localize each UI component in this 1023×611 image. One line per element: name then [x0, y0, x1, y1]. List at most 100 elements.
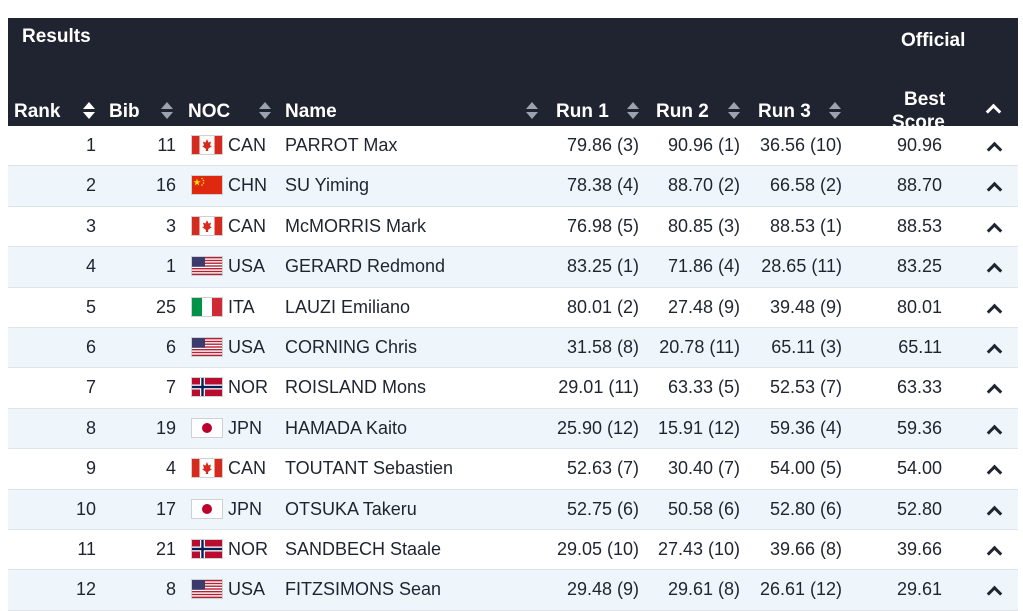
best-score-cell: 88.53 [896, 215, 942, 236]
athlete-name-cell[interactable]: ROISLAND Mons [285, 377, 427, 398]
table-body: 1 11 CAN PARROT Max 79.86 (3) 90.96 (1) … [8, 126, 1018, 611]
sort-name-icon[interactable] [525, 101, 539, 121]
rank-cell: 1 [85, 135, 96, 155]
run2-cell: 71.86 (4) [667, 256, 740, 277]
run3-cell: 28.65 (11) [761, 256, 842, 277]
rank-cell: 10 [75, 498, 96, 519]
athlete-name-cell[interactable]: TOUTANT Sebastien [285, 458, 454, 479]
bib-cell: 17 [155, 498, 176, 519]
expand-row-chevron-up-icon[interactable] [984, 217, 1004, 239]
bib-cell: 11 [157, 135, 176, 155]
best-score-cell: 59.36 [896, 417, 942, 438]
best-score-cell: 63.33 [896, 377, 942, 398]
expand-row-chevron-up-icon[interactable] [984, 298, 1004, 319]
rank-cell: 2 [85, 175, 96, 196]
run1-cell: 52.63 (7) [566, 458, 639, 479]
column-header-run2[interactable]: Run 2 [656, 101, 709, 122]
sort-noc-icon[interactable] [258, 101, 272, 121]
flag-italy-icon [191, 296, 223, 317]
run1-cell: 29.01 (11) [558, 377, 639, 398]
expand-row-chevron-up-icon[interactable] [984, 580, 1004, 602]
noc-cell: CAN [228, 458, 267, 479]
athlete-name-cell[interactable]: GERARD Redmond [285, 256, 446, 277]
best-score-cell: 39.66 [896, 538, 942, 559]
run1-cell: 79.86 (3) [566, 135, 639, 155]
flag-canada-icon [191, 135, 223, 155]
column-header-best-line2[interactable]: Score [892, 112, 945, 133]
run2-cell: 15.91 (12) [657, 417, 740, 438]
noc-cell: CHN [228, 175, 267, 196]
athlete-name-cell[interactable]: HAMADA Kaito [285, 417, 408, 438]
run1-cell: 25.90 (12) [556, 417, 639, 438]
sort-bib-icon[interactable] [160, 101, 174, 121]
table-row[interactable]: 8 19 JPN HAMADA Kaito 25.90 (12) 15.91 (… [8, 408, 1018, 450]
expand-row-chevron-up-icon[interactable] [984, 176, 1004, 198]
expand-row-chevron-up-icon[interactable] [984, 378, 1004, 400]
table-row[interactable]: 12 8 USA FITZSIMONS Sean 29.48 (9) 29.61… [8, 570, 1018, 611]
table-row[interactable]: 11 21 NOR SANDBECH Staale 29.05 (10) 27.… [8, 530, 1018, 571]
athlete-name-cell[interactable]: SU Yiming [285, 175, 370, 196]
column-header-run1[interactable]: Run 1 [556, 101, 609, 122]
run2-cell: 90.96 (1) [667, 135, 740, 155]
expand-row-chevron-up-icon[interactable] [984, 540, 1004, 562]
run2-cell: 63.33 (5) [667, 377, 740, 398]
run1-cell: 80.01 (2) [566, 296, 639, 317]
run2-cell: 27.43 (10) [657, 538, 740, 559]
best-score-cell: 90.96 [896, 135, 942, 155]
athlete-name-cell[interactable]: FITZSIMONS Sean [285, 579, 442, 600]
athlete-name-cell[interactable]: PARROT Max [285, 135, 398, 155]
table-row[interactable]: 9 4 CAN TOUTANT Sebastien 52.63 (7) 30.4… [8, 449, 1018, 490]
expand-row-chevron-up-icon[interactable] [984, 136, 1004, 158]
bib-cell: 8 [165, 579, 176, 600]
table-row[interactable]: 4 1 USA GERARD Redmond 83.25 (1) 71.86 (… [8, 247, 1018, 288]
run1-cell: 78.38 (4) [566, 175, 639, 196]
bib-cell: 25 [155, 296, 176, 317]
bib-cell: 3 [165, 215, 176, 236]
sort-run3-icon[interactable] [828, 101, 842, 121]
rank-cell: 11 [77, 538, 96, 559]
run3-cell: 54.00 (5) [769, 458, 842, 479]
table-row[interactable]: 1 11 CAN PARROT Max 79.86 (3) 90.96 (1) … [8, 126, 1018, 167]
athlete-name-cell[interactable]: McMORRIS Mark [285, 215, 426, 236]
table-row[interactable]: 2 16 CHN SU Yiming 78.38 (4) 88.70 (2) 6… [8, 166, 1018, 207]
bib-cell: 6 [165, 336, 176, 357]
rank-cell: 7 [85, 377, 96, 398]
expand-row-chevron-up-icon[interactable] [984, 500, 1004, 521]
rank-cell: 6 [85, 336, 96, 357]
best-score-cell: 65.11 [898, 336, 942, 357]
table-row[interactable]: 7 7 NOR ROISLAND Mons 29.01 (11) 63.33 (… [8, 368, 1018, 409]
column-header-bib[interactable]: Bib [109, 101, 140, 122]
flag-norway-icon [191, 538, 223, 559]
sort-rank-icon[interactable] [82, 101, 96, 121]
expand-row-chevron-up-icon[interactable] [984, 338, 1004, 360]
column-header-rank[interactable]: Rank [14, 101, 61, 122]
table-row[interactable]: 3 3 CAN McMORRIS Mark 76.98 (5) 80.85 (3… [8, 207, 1018, 248]
athlete-name-cell[interactable]: SANDBECH Staale [285, 538, 442, 559]
run1-cell: 83.25 (1) [566, 256, 639, 277]
column-header-run3[interactable]: Run 3 [758, 101, 811, 122]
collapse-all-chevron-up-icon[interactable] [982, 98, 1006, 122]
column-header-noc[interactable]: NOC [188, 101, 231, 122]
athlete-name-cell[interactable]: LAUZI Emiliano [285, 296, 411, 317]
rank-cell: 12 [75, 579, 96, 600]
noc-cell: USA [228, 579, 266, 600]
expand-row-chevron-up-icon[interactable] [984, 257, 1004, 279]
run2-cell: 50.58 (6) [667, 498, 740, 519]
results-title: Results [22, 26, 91, 47]
expand-row-chevron-up-icon[interactable] [984, 419, 1004, 441]
athlete-name-cell[interactable]: OTSUKA Takeru [285, 498, 417, 519]
run3-cell: 52.80 (6) [769, 498, 842, 519]
athlete-name-cell[interactable]: CORNING Chris [285, 336, 418, 357]
table-row[interactable]: 6 6 USA CORNING Chris 31.58 (8) 20.78 (1… [8, 327, 1018, 369]
expand-row-chevron-up-icon[interactable] [984, 459, 1004, 481]
column-header-best-line1[interactable]: Best [904, 89, 946, 110]
sort-run1-icon[interactable] [626, 101, 640, 121]
run3-cell: 39.66 (8) [769, 538, 842, 559]
run1-cell: 52.75 (6) [566, 498, 639, 519]
sort-run2-icon[interactable] [727, 101, 741, 121]
column-header-name[interactable]: Name [285, 101, 337, 122]
table-row[interactable]: 10 17 JPN OTSUKA Takeru 52.75 (6) 50.58 … [8, 489, 1018, 530]
noc-cell: NOR [228, 377, 268, 398]
table-row[interactable]: 5 25 ITA LAUZI Emiliano 80.01 (2) 27.48 … [8, 288, 1018, 328]
rank-cell: 8 [85, 417, 96, 438]
